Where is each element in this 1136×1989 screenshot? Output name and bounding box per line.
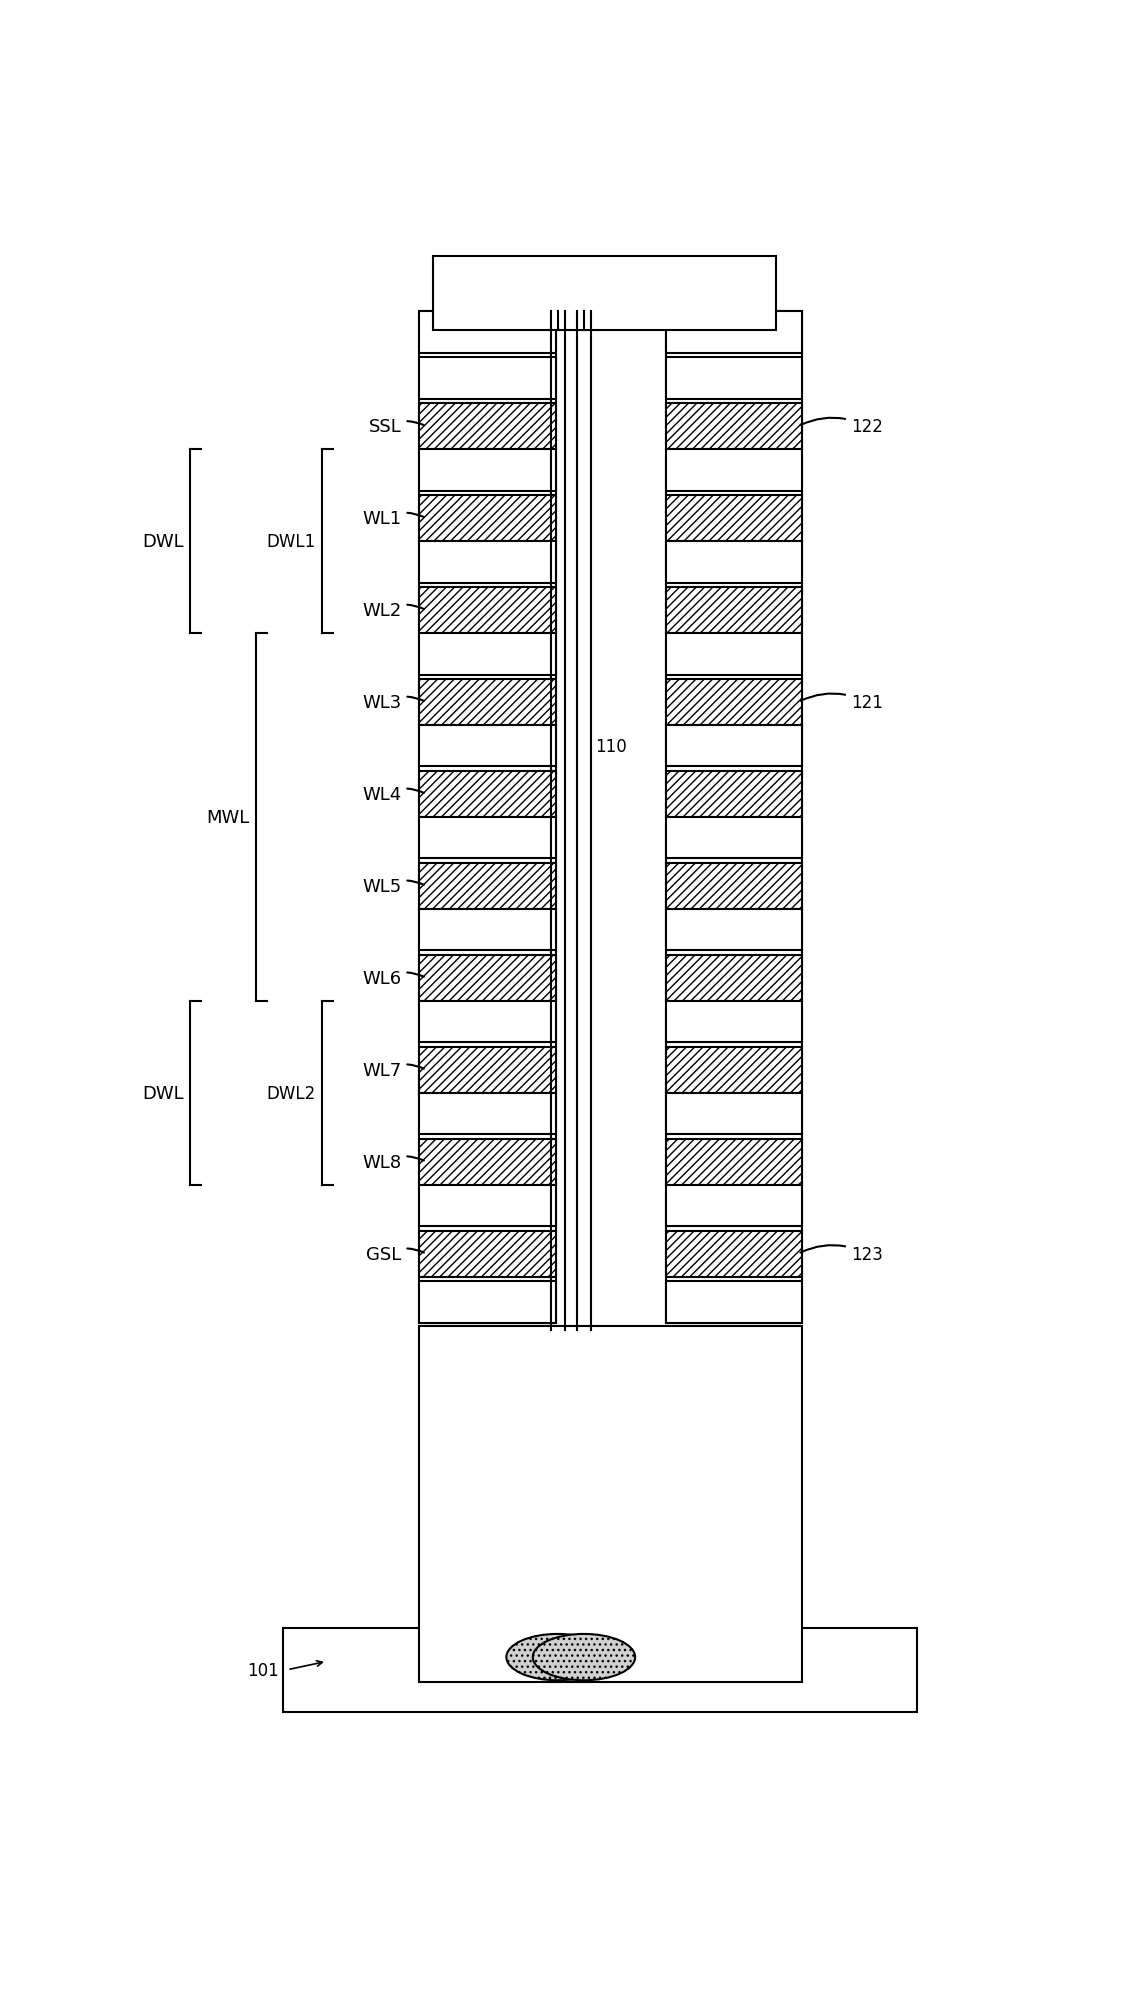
Text: WL7: WL7 <box>362 1062 424 1080</box>
Text: 121: 121 <box>801 694 883 712</box>
Text: WL1: WL1 <box>362 509 424 527</box>
Bar <box>419 358 556 400</box>
Text: DWL: DWL <box>142 1084 183 1102</box>
Bar <box>666 726 802 768</box>
Text: 122: 122 <box>801 418 883 436</box>
Bar <box>666 1048 802 1094</box>
Bar <box>666 450 802 491</box>
Text: WL6: WL6 <box>362 969 424 987</box>
Text: WL8: WL8 <box>362 1154 424 1172</box>
Bar <box>419 1185 556 1227</box>
Ellipse shape <box>507 1635 609 1681</box>
Bar <box>419 404 556 450</box>
Text: WL5: WL5 <box>362 877 424 895</box>
Bar <box>419 817 556 859</box>
Bar <box>666 541 802 583</box>
Text: DWL: DWL <box>142 533 183 551</box>
Bar <box>419 312 556 354</box>
Bar <box>419 1094 556 1134</box>
Bar <box>666 1231 802 1277</box>
Bar <box>419 312 556 1323</box>
Text: MWL: MWL <box>206 810 250 827</box>
Bar <box>666 404 802 450</box>
Bar <box>666 312 802 1323</box>
Bar <box>666 358 802 400</box>
Bar <box>666 1094 802 1134</box>
Bar <box>419 495 556 541</box>
Bar <box>666 589 802 634</box>
Bar <box>666 1000 802 1042</box>
Text: SSL: SSL <box>369 418 424 436</box>
Bar <box>666 634 802 674</box>
Bar <box>433 257 776 330</box>
Text: WL3: WL3 <box>362 694 424 712</box>
Bar <box>666 1185 802 1227</box>
Bar <box>283 1627 917 1713</box>
Bar <box>419 863 556 909</box>
Bar <box>419 772 556 817</box>
Bar <box>419 1231 556 1277</box>
Text: 110: 110 <box>595 738 627 756</box>
Text: WL4: WL4 <box>362 786 424 804</box>
Bar <box>419 1048 556 1094</box>
Bar <box>419 1140 556 1185</box>
Bar <box>666 772 802 817</box>
Bar <box>419 1281 556 1323</box>
Bar <box>419 1327 802 1683</box>
Text: 101: 101 <box>247 1661 278 1679</box>
Bar <box>419 955 556 1000</box>
Bar <box>666 1281 802 1323</box>
Bar <box>419 726 556 768</box>
Bar <box>419 680 556 726</box>
Text: GSL: GSL <box>367 1245 424 1263</box>
Bar <box>666 817 802 859</box>
Text: DWL2: DWL2 <box>266 1084 316 1102</box>
Bar <box>666 495 802 541</box>
Bar <box>419 634 556 674</box>
Ellipse shape <box>533 1635 635 1681</box>
Bar <box>666 955 802 1000</box>
Bar <box>419 909 556 951</box>
Text: WL2: WL2 <box>362 603 424 621</box>
Text: 123: 123 <box>801 1245 883 1263</box>
Bar <box>419 589 556 634</box>
Bar <box>419 1000 556 1042</box>
Bar <box>666 909 802 951</box>
Bar <box>419 541 556 583</box>
Text: DWL1: DWL1 <box>266 533 316 551</box>
Bar <box>666 863 802 909</box>
Bar <box>666 312 802 354</box>
Bar <box>419 450 556 491</box>
Bar <box>666 1140 802 1185</box>
Bar <box>666 680 802 726</box>
